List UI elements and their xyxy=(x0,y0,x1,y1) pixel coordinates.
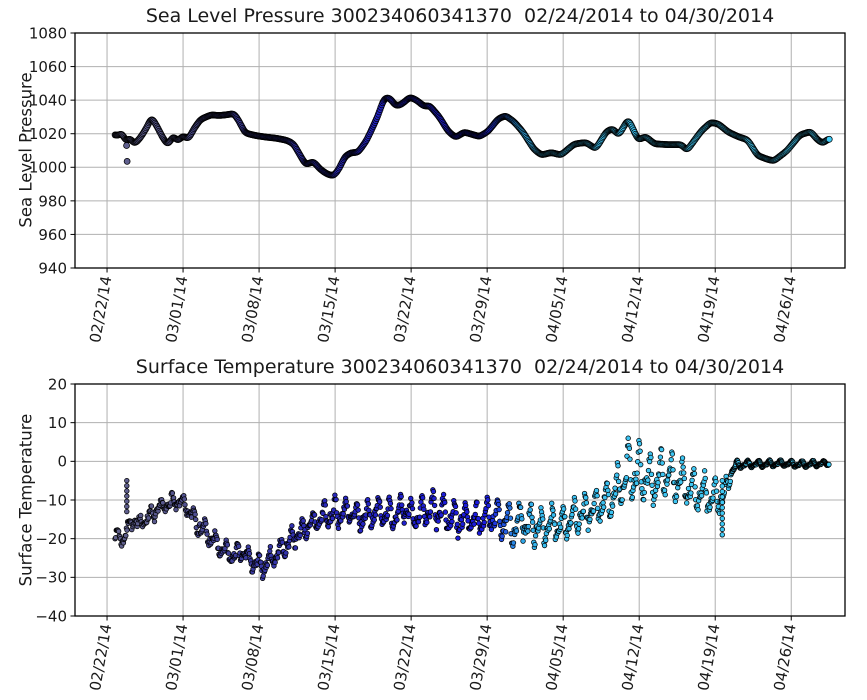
temperature-chart-title: Surface Temperature 300234060341370 02/2… xyxy=(135,356,785,378)
x-tick-label: 02/22/14 xyxy=(86,275,115,344)
y-tick-label: 1060 xyxy=(29,58,67,76)
x-tick-label: 03/15/14 xyxy=(314,275,343,344)
x-tick-label: 03/29/14 xyxy=(466,623,495,692)
x-tick-label: 04/12/14 xyxy=(618,623,647,692)
y-tick-label: −20 xyxy=(35,530,67,548)
x-tick-label: 03/29/14 xyxy=(466,275,495,344)
x-tick-label: 04/05/14 xyxy=(542,275,571,344)
y-tick-label: −40 xyxy=(35,607,67,625)
y-tick-label: 1040 xyxy=(29,92,67,110)
grid-lines xyxy=(75,383,845,617)
y-tick-label: −10 xyxy=(35,491,67,509)
axis-ticks xyxy=(70,32,792,273)
x-tick-label: 04/05/14 xyxy=(542,623,571,692)
x-tick-label: 03/22/14 xyxy=(390,275,419,344)
y-tick-label: 1020 xyxy=(29,125,67,143)
x-tick-label: 02/22/14 xyxy=(86,623,115,692)
plot-border xyxy=(74,32,846,269)
y-tick-label: 1000 xyxy=(29,159,67,177)
x-tick-label: 03/08/14 xyxy=(238,275,267,344)
temperature-y-axis-label: Surface Temperature xyxy=(16,413,36,587)
temperature-chart: 20 10 0 −10 −20 −30 −40 02/22/14 03/01/14 03/08/1… xyxy=(0,350,867,700)
temperature-plot-area: 20 10 0 −10 −20 −30 −40 02/22/14 03/01/14 03/08/1… xyxy=(35,375,846,692)
pressure-chart-title: Sea Level Pressure 300234060341370 02/24… xyxy=(145,5,775,27)
y-tick-label: 940 xyxy=(38,259,67,277)
x-tick-label: 03/01/14 xyxy=(162,275,191,344)
x-tick-label: 03/15/14 xyxy=(314,623,343,692)
x-tick-label: 04/19/14 xyxy=(694,275,723,344)
y-tick-label: 1080 xyxy=(29,24,67,42)
x-tick-label: 04/26/14 xyxy=(770,623,799,692)
axis-ticks xyxy=(70,383,792,621)
pressure-plot-area: 1080 1060 1040 1020 1000 980 960 940 02/22/14 03/… xyxy=(29,24,846,344)
x-tick-label: 03/01/14 xyxy=(162,623,191,692)
pressure-scatter-points xyxy=(111,94,833,179)
y-tick-label: 10 xyxy=(48,414,67,432)
x-tick-label: 04/26/14 xyxy=(770,275,799,344)
x-tick-label: 03/22/14 xyxy=(390,623,419,692)
y-tick-label: 960 xyxy=(38,226,67,244)
pressure-chart: 1080 1060 1040 1020 1000 980 960 940 02/22/14 03/… xyxy=(16,5,846,344)
y-tick-label: 0 xyxy=(57,453,67,471)
temperature-scatter-points xyxy=(112,435,832,581)
x-tick-label: 03/08/14 xyxy=(238,623,267,692)
y-tick-label: −30 xyxy=(35,569,67,587)
y-tick-label: 980 xyxy=(38,192,67,210)
pressure-y-axis-label: Sea Level Pressure xyxy=(16,72,36,228)
x-tick-label: 04/12/14 xyxy=(618,275,647,344)
x-tick-label: 04/19/14 xyxy=(694,623,723,692)
y-tick-label: 20 xyxy=(48,375,67,393)
grid-lines xyxy=(75,32,845,269)
